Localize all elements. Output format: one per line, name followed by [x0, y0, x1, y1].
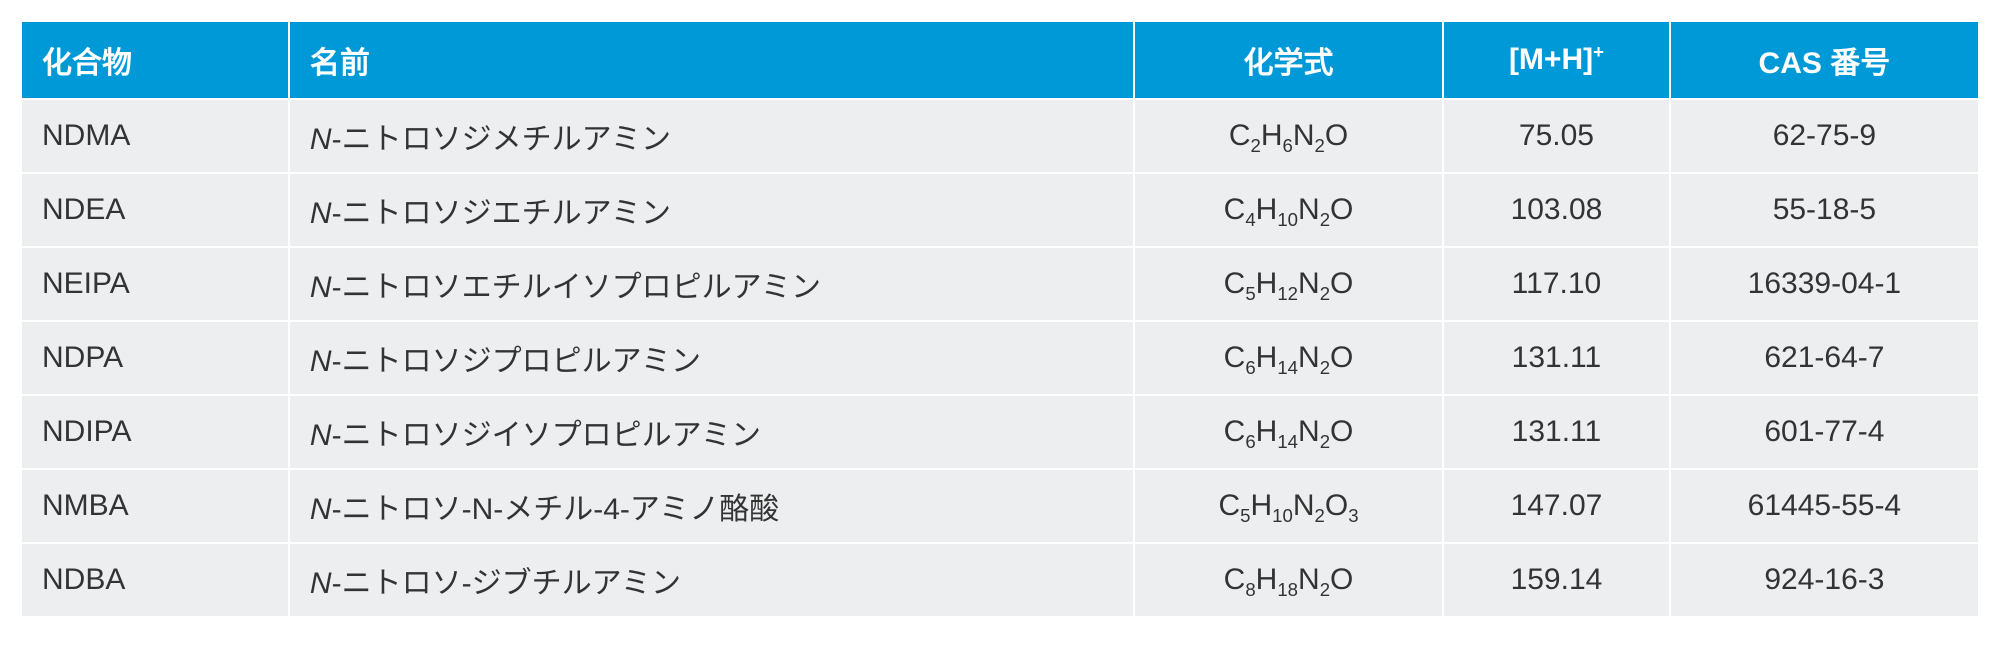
col-header-mh: [M+H]+: [1443, 21, 1670, 99]
name-rest: -ニトロソエチルイソプロピルアミン: [332, 271, 821, 304]
cell-compound: NDBA: [21, 543, 289, 617]
table-row: NDMAN-ニトロソジメチルアミンC2H6N2O75.0562-75-9: [21, 99, 1979, 173]
cell-cas: 61445-55-4: [1670, 469, 1979, 543]
cell-formula: C6H14N2O: [1134, 395, 1443, 469]
cell-formula: C5H10N2O3: [1134, 469, 1443, 543]
name-rest: -ニトロソ-N-メチル-4-アミノ酪酸: [332, 493, 780, 526]
cell-name: N-ニトロソ-ジブチルアミン: [289, 543, 1134, 617]
cell-compound: NDIPA: [21, 395, 289, 469]
table-row: NMBAN-ニトロソ-N-メチル-4-アミノ酪酸C5H10N2O3147.076…: [21, 469, 1979, 543]
table-header: 化合物 名前 化学式 [M+H]+ CAS 番号: [21, 21, 1979, 99]
cell-name: N-ニトロソジプロピルアミン: [289, 321, 1134, 395]
italic-prefix: N: [310, 567, 332, 600]
table-row: NDPAN-ニトロソジプロピルアミンC6H14N2O131.11621-64-7: [21, 321, 1979, 395]
name-rest: -ニトロソジエチルアミン: [332, 197, 671, 230]
italic-prefix: N: [310, 493, 332, 526]
name-rest: -ニトロソジイソプロピルアミン: [332, 419, 761, 452]
col-header-compound: 化合物: [21, 21, 289, 99]
italic-prefix: N: [310, 123, 332, 156]
cell-mh: 131.11: [1443, 321, 1670, 395]
cell-formula: C6H14N2O: [1134, 321, 1443, 395]
cell-name: N-ニトロソエチルイソプロピルアミン: [289, 247, 1134, 321]
table-body: NDMAN-ニトロソジメチルアミンC2H6N2O75.0562-75-9NDEA…: [21, 99, 1979, 617]
cell-name: N-ニトロソジイソプロピルアミン: [289, 395, 1134, 469]
cell-cas: 621-64-7: [1670, 321, 1979, 395]
italic-prefix: N: [310, 197, 332, 230]
cell-mh: 147.07: [1443, 469, 1670, 543]
col-header-cas: CAS 番号: [1670, 21, 1979, 99]
col-header-formula: 化学式: [1134, 21, 1443, 99]
nitrosamine-table: 化合物 名前 化学式 [M+H]+ CAS 番号 NDMAN-ニトロソジメチルア…: [20, 20, 1980, 618]
cell-formula: C4H10N2O: [1134, 173, 1443, 247]
cell-mh: 103.08: [1443, 173, 1670, 247]
cell-compound: NDEA: [21, 173, 289, 247]
cell-formula: C8H18N2O: [1134, 543, 1443, 617]
col-header-name: 名前: [289, 21, 1134, 99]
cell-name: N-ニトロソジエチルアミン: [289, 173, 1134, 247]
cell-compound: NMBA: [21, 469, 289, 543]
name-rest: -ニトロソジプロピルアミン: [332, 345, 701, 378]
name-rest: -ニトロソジメチルアミン: [332, 123, 671, 156]
cell-cas: 62-75-9: [1670, 99, 1979, 173]
table-row: NEIPAN-ニトロソエチルイソプロピルアミンC5H12N2O117.10163…: [21, 247, 1979, 321]
cell-compound: NDPA: [21, 321, 289, 395]
table-row: NDEAN-ニトロソジエチルアミンC4H10N2O103.0855-18-5: [21, 173, 1979, 247]
cell-mh: 117.10: [1443, 247, 1670, 321]
cell-mh: 131.11: [1443, 395, 1670, 469]
table-row: NDIPAN-ニトロソジイソプロピルアミンC6H14N2O131.11601-7…: [21, 395, 1979, 469]
cell-compound: NEIPA: [21, 247, 289, 321]
cell-name: N-ニトロソジメチルアミン: [289, 99, 1134, 173]
cell-formula: C2H6N2O: [1134, 99, 1443, 173]
table-row: NDBAN-ニトロソ-ジブチルアミンC8H18N2O159.14924-16-3: [21, 543, 1979, 617]
cell-cas: 924-16-3: [1670, 543, 1979, 617]
italic-prefix: N: [310, 419, 332, 452]
italic-prefix: N: [310, 271, 332, 304]
cell-formula: C5H12N2O: [1134, 247, 1443, 321]
cell-cas: 16339-04-1: [1670, 247, 1979, 321]
cell-mh: 75.05: [1443, 99, 1670, 173]
name-rest: -ニトロソ-ジブチルアミン: [332, 567, 681, 600]
cell-compound: NDMA: [21, 99, 289, 173]
cell-cas: 601-77-4: [1670, 395, 1979, 469]
cell-name: N-ニトロソ-N-メチル-4-アミノ酪酸: [289, 469, 1134, 543]
cell-cas: 55-18-5: [1670, 173, 1979, 247]
cell-mh: 159.14: [1443, 543, 1670, 617]
italic-prefix: N: [310, 345, 332, 378]
